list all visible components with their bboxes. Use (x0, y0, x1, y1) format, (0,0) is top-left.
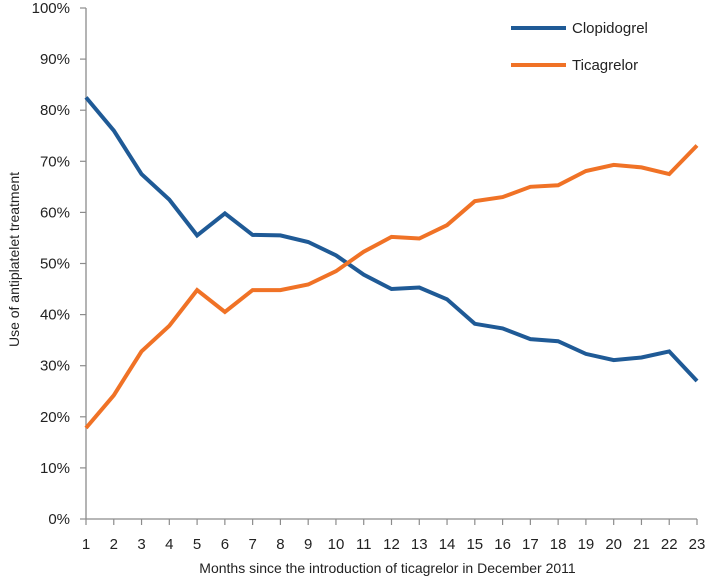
y-tick-label: 70% (40, 153, 70, 170)
y-tick-label: 20% (40, 409, 70, 426)
y-tick-label: 90% (40, 51, 70, 68)
y-tick-label: 40% (40, 307, 70, 324)
x-tick-label: 23 (689, 536, 706, 553)
legend: Clopidogrel Ticagrelor (511, 20, 648, 74)
y-tick-labels: 0% 10% 20% 30% 40% 50% 60% 70% 80% 90% 100% (32, 0, 70, 528)
y-tick-label: 10% (40, 460, 70, 477)
y-axis-title: Use of antiplatelet treatment (6, 172, 22, 347)
x-tick-label: 13 (411, 536, 428, 553)
x-tick-label: 21 (633, 536, 650, 553)
y-tick-label: 30% (40, 358, 70, 375)
x-tick-label: 8 (276, 536, 284, 553)
y-tick-label: 0% (48, 511, 70, 528)
x-tick-label: 18 (550, 536, 567, 553)
series-line-ticagrelor (84, 144, 699, 430)
series-line-clopidogrel (84, 96, 699, 383)
x-tick-label: 20 (605, 536, 622, 553)
y-tick-label: 100% (32, 0, 70, 17)
x-tick-label: 17 (522, 536, 539, 553)
x-tick-label: 10 (328, 536, 345, 553)
legend-label-clopidogrel: Clopidogrel (572, 20, 648, 37)
y-tick-label: 60% (40, 204, 70, 221)
x-tick-label: 5 (193, 536, 201, 553)
x-tick-label: 22 (661, 536, 678, 553)
x-tick-label: 9 (304, 536, 312, 553)
y-tick-label: 50% (40, 256, 70, 273)
x-tick-label: 16 (494, 536, 511, 553)
x-tick-label: 14 (439, 536, 456, 553)
x-tick-label: 2 (110, 536, 118, 553)
x-tick-label: 6 (221, 536, 229, 553)
x-tick-labels: 1 2 3 4 5 6 7 8 9 10 11 12 13 14 15 16 17 18 19 20 21 22 23 (82, 536, 706, 553)
x-tick-label: 12 (383, 536, 400, 553)
x-tick-label: 7 (248, 536, 256, 553)
x-axis-title: Months since the introduction of ticagre… (199, 560, 576, 576)
y-tick-label: 80% (40, 102, 70, 119)
axes (80, 7, 698, 525)
x-tick-label: 11 (356, 536, 372, 553)
x-tick-label: 19 (578, 536, 595, 553)
x-tick-label: 4 (165, 536, 173, 553)
x-tick-label: 15 (466, 536, 483, 553)
legend-label-ticagrelor: Ticagrelor (572, 57, 638, 74)
x-tick-label: 1 (82, 536, 90, 553)
x-tick-label: 3 (137, 536, 145, 553)
series-lines (84, 96, 699, 430)
